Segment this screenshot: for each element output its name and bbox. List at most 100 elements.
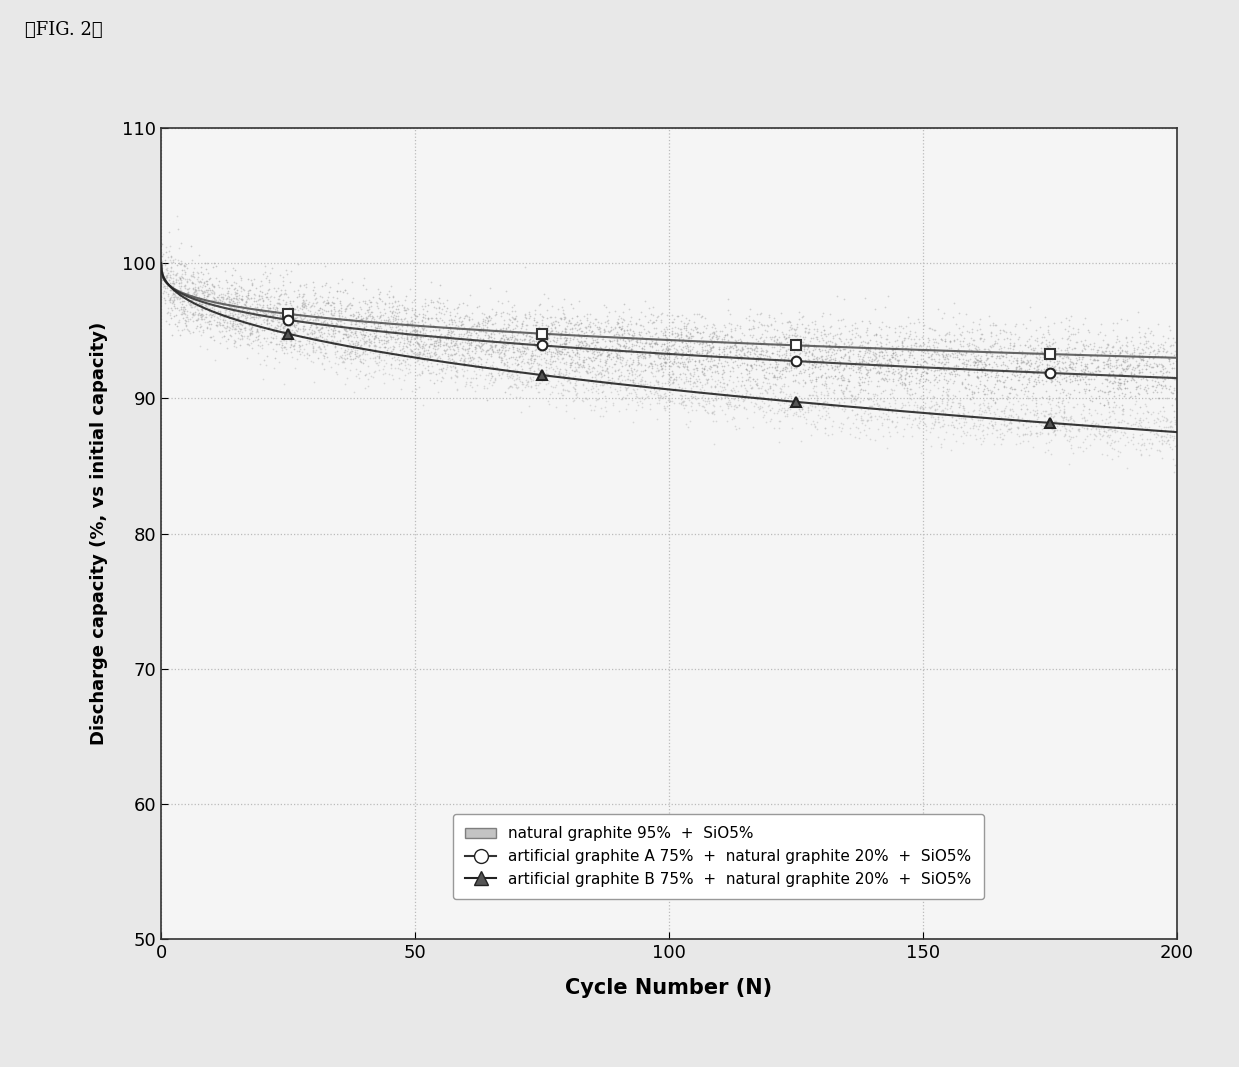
Point <box>698 345 717 362</box>
Point <box>860 314 880 331</box>
Point <box>1048 394 1068 411</box>
Point <box>872 428 892 445</box>
Point <box>921 423 940 440</box>
Point <box>409 306 429 323</box>
Point <box>817 334 836 351</box>
Point <box>611 309 631 327</box>
Point <box>631 376 650 393</box>
Point <box>629 344 649 361</box>
Point <box>1068 323 1088 340</box>
Point <box>289 315 309 332</box>
Point <box>882 341 902 359</box>
Point <box>527 314 546 331</box>
Point <box>1087 351 1106 368</box>
Point <box>1002 402 1022 419</box>
Point <box>567 356 587 373</box>
Point <box>689 371 709 388</box>
Point <box>883 345 903 362</box>
Point <box>985 405 1005 423</box>
Point <box>650 348 670 365</box>
Point <box>1106 352 1126 369</box>
Point <box>747 389 767 407</box>
Point <box>1160 355 1180 372</box>
Point <box>453 330 473 347</box>
Point <box>694 347 714 364</box>
Point <box>1044 426 1064 443</box>
Point <box>1069 370 1089 387</box>
Point <box>235 319 255 336</box>
Point <box>717 301 737 318</box>
Point <box>663 371 683 388</box>
Point <box>398 315 418 332</box>
Point <box>815 407 835 424</box>
Point <box>597 344 617 361</box>
Point <box>525 341 545 359</box>
Point <box>175 312 195 329</box>
Point <box>628 355 648 372</box>
Point <box>610 367 629 384</box>
Point <box>171 296 191 313</box>
Point <box>771 382 790 399</box>
Point <box>626 316 646 333</box>
Point <box>317 314 337 331</box>
Point <box>1052 393 1072 410</box>
Point <box>901 331 921 348</box>
Point <box>881 355 901 372</box>
Point <box>900 347 919 364</box>
Point <box>955 346 975 363</box>
Point <box>1129 349 1149 366</box>
Point <box>491 320 510 337</box>
Point <box>498 292 518 309</box>
Point <box>476 334 496 351</box>
Point <box>777 359 797 376</box>
Point <box>933 382 953 399</box>
Point <box>507 380 527 397</box>
Point <box>782 332 802 349</box>
Point <box>541 319 561 336</box>
Point <box>332 305 352 322</box>
Point <box>805 315 825 332</box>
Point <box>1015 404 1035 421</box>
Point <box>1049 348 1069 365</box>
Point <box>250 277 270 294</box>
Point <box>752 354 772 371</box>
Point <box>859 362 878 379</box>
Point <box>326 338 346 355</box>
Point <box>584 333 603 350</box>
Point <box>494 354 514 371</box>
Point <box>758 317 778 334</box>
Point <box>928 334 948 351</box>
Point <box>331 319 351 336</box>
Point <box>310 302 330 319</box>
Point <box>618 356 638 373</box>
Point <box>1098 447 1118 464</box>
Point <box>203 328 223 345</box>
Point <box>632 399 652 416</box>
Point <box>1061 373 1080 391</box>
Point <box>783 340 803 357</box>
Point <box>753 409 773 426</box>
Point <box>1120 383 1140 400</box>
Point <box>1012 415 1032 432</box>
Point <box>1059 430 1079 447</box>
Point <box>812 352 831 369</box>
Point <box>774 327 794 344</box>
Point <box>934 360 954 377</box>
Point <box>900 367 919 384</box>
Point <box>258 281 278 298</box>
Point <box>1062 428 1082 445</box>
Point <box>948 405 968 423</box>
Point <box>1063 399 1083 416</box>
Point <box>166 266 186 283</box>
Point <box>595 356 615 373</box>
Point <box>555 381 575 398</box>
Point <box>990 429 1010 446</box>
Point <box>520 333 540 350</box>
Point <box>940 364 960 381</box>
Point <box>436 317 456 334</box>
Point <box>1038 394 1058 411</box>
Point <box>947 419 966 436</box>
Point <box>615 333 634 350</box>
Point <box>817 378 836 395</box>
Point <box>944 363 964 380</box>
